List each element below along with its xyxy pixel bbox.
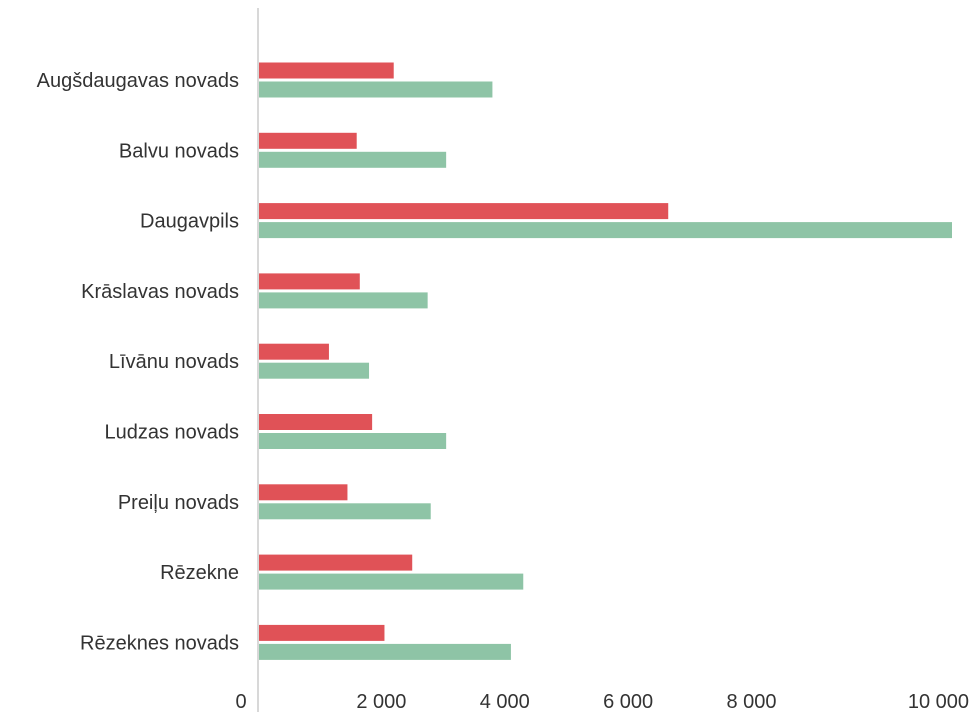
bar-series2-8 <box>259 643 511 660</box>
bar-series2-4 <box>259 362 370 379</box>
category-label: Rēzeknes novads <box>80 632 239 654</box>
bar-series2-1 <box>259 151 447 168</box>
x-tick-label: 6 000 <box>603 691 653 712</box>
x-tick-label: 8 000 <box>726 691 776 712</box>
bar-series2-2 <box>259 222 952 239</box>
category-label: Līvānu novads <box>109 351 239 373</box>
bar-series1-6 <box>259 484 348 501</box>
category-label: Augšdaugavas novads <box>37 70 239 92</box>
category-labels: Augšdaugavas novads Balvu novads Daugavpil… <box>37 70 239 654</box>
category-label: Ludzas novads <box>104 422 239 444</box>
bars-group <box>259 62 952 660</box>
bar-series2-6 <box>259 503 431 520</box>
category-label: Daugavpils <box>140 211 239 233</box>
bar-series2-0 <box>259 81 493 98</box>
x-tick-label: 2 000 <box>356 691 406 712</box>
category-label: Preiļu novads <box>118 492 239 514</box>
bar-series1-8 <box>259 624 385 641</box>
x-tick-label: 10 000 <box>908 691 969 712</box>
bar-series2-7 <box>259 573 524 590</box>
bar-series2-3 <box>259 292 428 309</box>
bar-series1-1 <box>259 132 357 149</box>
bar-series1-2 <box>259 203 669 220</box>
bar-series2-5 <box>259 433 447 449</box>
x-tick-label: 0 <box>235 691 246 712</box>
x-tick-label: 4 000 <box>480 691 530 712</box>
category-label: Rēzekne <box>160 562 239 584</box>
category-label: Balvu novads <box>119 140 239 162</box>
x-tick-labels: 0 2 000 4 000 6 000 8 000 10 000 <box>235 691 969 712</box>
bar-series1-0 <box>259 62 394 79</box>
bar-series1-4 <box>259 343 329 360</box>
bar-series1-7 <box>259 554 413 571</box>
category-label: Krāslavas novads <box>81 281 239 303</box>
bar-series1-3 <box>259 273 360 290</box>
bar-series1-5 <box>259 414 373 430</box>
